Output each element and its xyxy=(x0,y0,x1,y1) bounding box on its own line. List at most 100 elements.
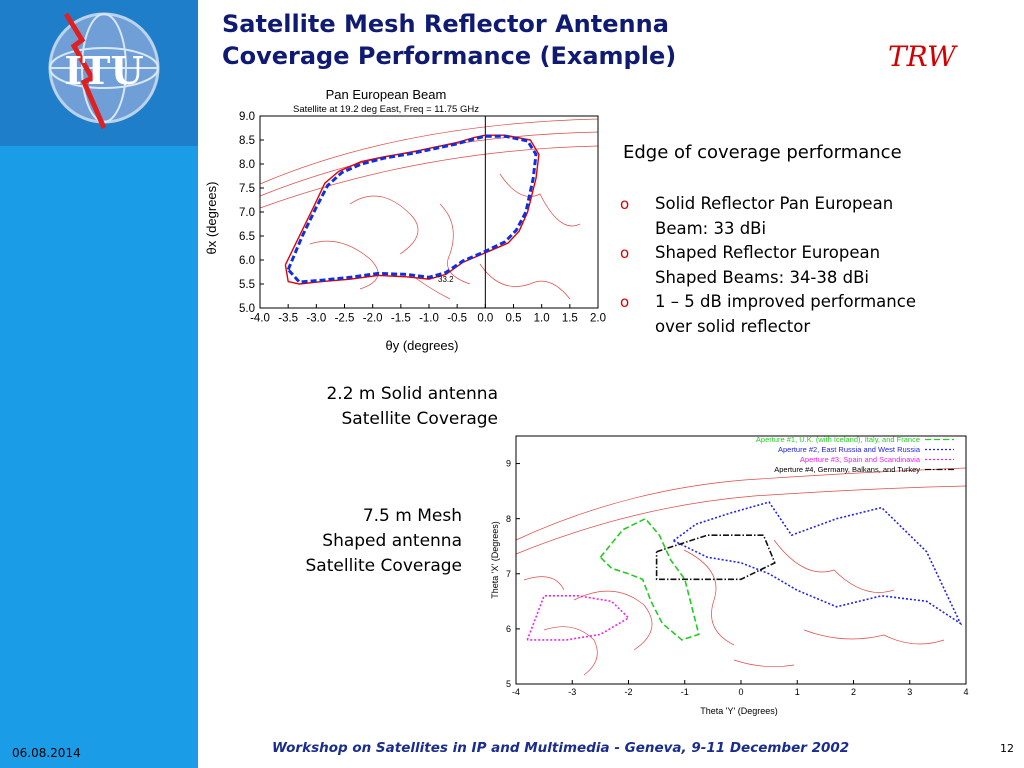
x-tick-label: -1.5 xyxy=(391,313,411,325)
map-line xyxy=(543,626,598,676)
bullet-text-line: Shaped Reflector European xyxy=(655,243,881,262)
title-line-2: Coverage Performance (Example) xyxy=(222,42,677,70)
title-line-1: Satellite Mesh Reflector Antenna xyxy=(222,10,669,38)
map-line xyxy=(309,240,379,290)
bullet-item: o Shaped Reflector European Shaped Beams… xyxy=(620,241,1020,290)
x-tick-label: 3 xyxy=(907,687,912,697)
bullet-text-line: Solid Reflector Pan European xyxy=(655,194,894,213)
itu-logo: ITU xyxy=(0,0,198,146)
map-line xyxy=(349,195,419,255)
y-tick-label: 6 xyxy=(506,624,511,634)
x-axis-label: Theta 'Y' (Degrees) xyxy=(700,706,777,716)
map-line xyxy=(733,659,795,667)
x-tick-label: -3.0 xyxy=(306,313,326,325)
series-line xyxy=(673,501,963,626)
slide-title: Satellite Mesh Reflector Antenna Coverag… xyxy=(222,8,676,72)
y-tick-label: 9 xyxy=(506,459,511,469)
label-line: 7.5 m Mesh xyxy=(362,506,462,526)
x-tick-labels: -4.0 -3.5 -3.0 -2.5 -2.0 -1.5 -1.0 -0.5 0.0 0.5 1.… xyxy=(250,304,606,325)
y-tick-label: 6.0 xyxy=(239,255,255,267)
map-line xyxy=(773,539,895,593)
map-line xyxy=(573,590,653,651)
y-tick-label: 8.0 xyxy=(239,159,255,171)
x-tick-label: 0.0 xyxy=(477,313,493,325)
x-tick-label: 4 xyxy=(963,687,968,697)
x-tick-label: -2.5 xyxy=(335,313,355,325)
bullet-item: o 1 – 5 dB improved performance over sol… xyxy=(620,290,1020,339)
x-tick-label: -3.5 xyxy=(278,313,298,325)
map-line xyxy=(259,131,599,197)
legend-label: Aperture #2, East Russia and West Russia xyxy=(778,445,921,454)
y-tick-labels: 5.0 5.5 6.0 6.5 7.0 7.5 8.0 8.5 9.0 xyxy=(239,111,264,315)
contour-series xyxy=(284,134,540,285)
solid-antenna-label: 2.2 m Solid antenna Satellite Coverage xyxy=(290,382,498,432)
map-line xyxy=(515,485,967,555)
x-tick-label: 1 xyxy=(795,687,800,697)
pan-european-beam-chart: -4.0 -3.5 -3.0 -2.5 -2.0 -1.5 -1.0 -0.5 0.0 0.5 1.… xyxy=(204,87,606,353)
map-line xyxy=(479,263,571,300)
bullet-marker: o xyxy=(620,244,630,262)
map-line xyxy=(523,576,565,591)
x-tick-label: -2 xyxy=(624,687,632,697)
trw-logo: TRW xyxy=(888,40,956,73)
label-line: 2.2 m Solid antenna xyxy=(326,384,498,404)
y-axis-label: θx (degrees) xyxy=(204,182,219,255)
x-tick-label: 2 xyxy=(851,687,856,697)
footer-text: Workshop on Satellites in IP and Multime… xyxy=(272,740,850,756)
bullet-marker: o xyxy=(620,293,630,311)
y-tick-label: 8.5 xyxy=(239,135,255,147)
y-tick-label: 7.0 xyxy=(239,207,255,219)
map-line xyxy=(499,173,581,227)
x-tick-label: -4 xyxy=(512,687,520,697)
edge-coverage-title: Edge of coverage performance xyxy=(623,142,902,163)
label-line: Satellite Coverage xyxy=(341,409,498,429)
y-tick-label: 6.5 xyxy=(239,231,255,243)
x-tick-label: -4.0 xyxy=(250,313,270,325)
x-tick-label: -1.0 xyxy=(419,313,439,325)
map-line xyxy=(515,467,967,541)
map-line xyxy=(439,203,471,285)
bullet-text-line: over solid reflector xyxy=(655,316,811,336)
chart-title: Pan European Beam xyxy=(326,87,447,102)
map-line xyxy=(803,629,945,645)
contour-label: 33.2 xyxy=(438,275,454,284)
legend-label: Aperture #4, Germany, Balkans, and Turke… xyxy=(774,465,920,474)
mesh-antenna-label: 7.5 m Mesh Shaped antenna Satellite Cove… xyxy=(252,504,462,579)
series-line xyxy=(526,595,630,641)
legend-label: Aperture #3, Spain and Scandinavia xyxy=(800,455,921,464)
label-line: Shaped antenna xyxy=(322,531,462,551)
series-line xyxy=(655,534,776,581)
x-tick-label: -2.0 xyxy=(363,313,383,325)
map-line xyxy=(259,145,599,209)
bullet-text-line: Beam: 33 dBi xyxy=(655,218,767,238)
y-axis-label: Theta 'X' (Degrees) xyxy=(490,521,500,598)
y-tick-labels: 5 6 7 8 9 xyxy=(506,459,520,689)
series-line xyxy=(286,134,538,284)
y-tick-label: 7.5 xyxy=(239,183,255,195)
series-line xyxy=(599,517,700,641)
x-tick-label: 2.0 xyxy=(590,313,606,325)
y-tick-label: 5 xyxy=(506,679,511,689)
label-line: Satellite Coverage xyxy=(305,556,462,576)
x-tick-label: -0.5 xyxy=(447,313,467,325)
bullet-text-line: 1 – 5 dB improved performance xyxy=(655,292,916,311)
bullet-marker: o xyxy=(620,195,630,213)
y-tick-label: 9.0 xyxy=(239,111,255,123)
x-axis-label: θy (degrees) xyxy=(386,338,459,353)
y-tick-label: 7 xyxy=(506,569,511,579)
chart-subtitle: Satellite at 19.2 deg East, Freq = 11.75… xyxy=(293,104,479,115)
performance-bullets: o Solid Reflector Pan European Beam: 33 … xyxy=(620,192,1020,339)
map-line xyxy=(259,118,599,185)
itu-globe-icon: ITU xyxy=(48,12,160,129)
map-line xyxy=(683,549,735,646)
y-tick-label: 5.0 xyxy=(239,303,255,315)
aperture-series xyxy=(526,501,963,641)
slide-date: 06.08.2014 xyxy=(12,746,81,760)
shaped-beams-chart: -4 -3 -2 -1 0 1 2 3 4 5 6 7 8 9 Aperture #1, U.K. (w… xyxy=(490,435,969,716)
y-tick-label: 5.5 xyxy=(239,279,255,291)
legend: Aperture #1, U.K. (with Iceland), Italy,… xyxy=(756,435,954,474)
x-tick-label: 0 xyxy=(738,687,743,697)
x-tick-label: 1.0 xyxy=(534,313,550,325)
legend-label: Aperture #1, U.K. (with Iceland), Italy,… xyxy=(756,435,920,444)
bullet-item: o Solid Reflector Pan European Beam: 33 … xyxy=(620,192,1020,241)
